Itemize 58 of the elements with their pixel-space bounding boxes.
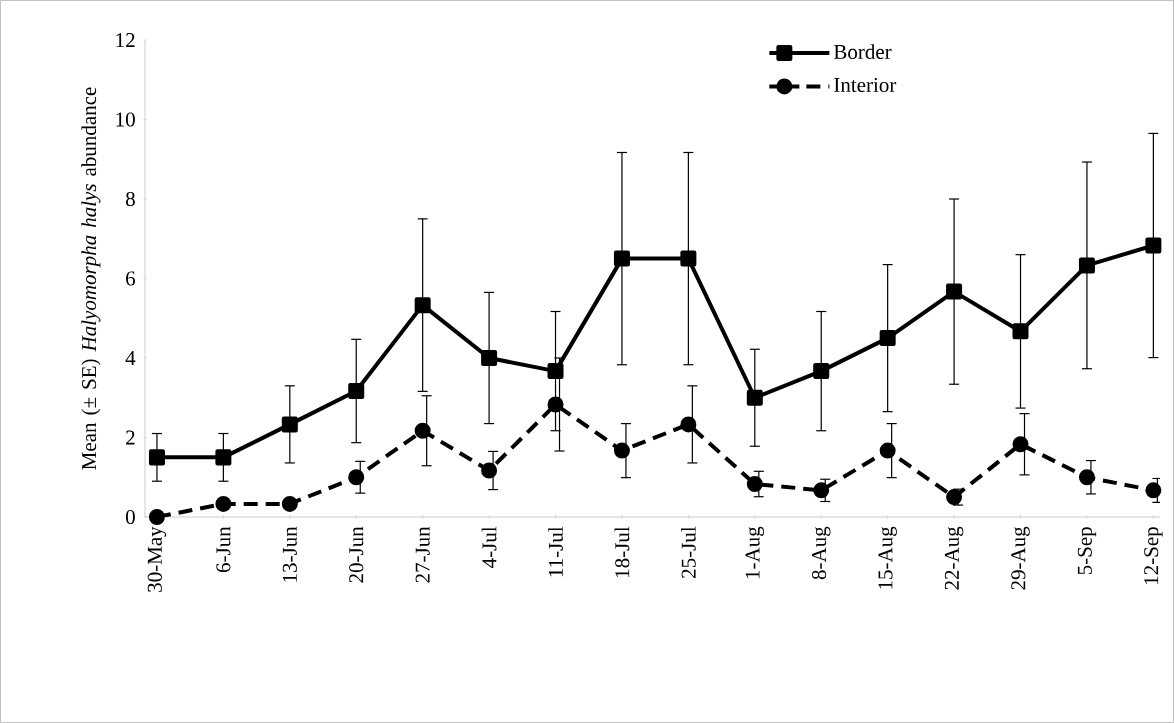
y-axis-title: Mean (± SE) Halyomorpha halys abundance — [81, 87, 101, 470]
x-tick-label: 15-Aug — [878, 526, 897, 589]
y-tick-label: 6 — [126, 271, 136, 286]
point — [215, 495, 232, 512]
x-tick-label: 29-Aug — [1011, 526, 1030, 590]
point — [1145, 482, 1162, 499]
x-tick-label: 27-Jun — [415, 526, 430, 583]
x-tick-label: 25-Jul — [680, 526, 696, 578]
point — [481, 462, 498, 479]
y-tick-label: 12 — [116, 33, 135, 47]
point — [281, 416, 298, 433]
point — [1012, 436, 1029, 453]
x-tick-label: 11-Jul — [548, 526, 563, 577]
y-tick-label: 8 — [125, 191, 135, 207]
x-tick-label: 13-Jun — [282, 526, 297, 582]
point — [148, 509, 165, 525]
point — [281, 495, 298, 512]
point — [481, 350, 498, 366]
point — [879, 442, 896, 459]
x-tick-label: 20-Jun — [349, 526, 364, 583]
point — [746, 389, 763, 406]
point — [215, 449, 232, 466]
point — [1078, 257, 1095, 274]
point — [1078, 469, 1095, 486]
point — [946, 489, 963, 506]
x-tick-label: 18-Jul — [614, 526, 630, 577]
point — [879, 330, 896, 347]
point — [414, 297, 431, 314]
point — [813, 482, 830, 499]
y-tick-label: 10 — [116, 112, 135, 127]
y-tick-label: 4 — [125, 351, 136, 365]
x-tick-label: 30-May — [147, 526, 167, 592]
point — [547, 363, 564, 380]
point — [613, 250, 630, 267]
legend-label: Interior — [834, 77, 897, 93]
point — [414, 422, 431, 439]
x-tick-label: 5-Sep — [1077, 527, 1097, 575]
point — [746, 476, 763, 493]
x-tick-label: 8-Aug — [811, 526, 831, 580]
x-tick-label: 1-Aug — [745, 526, 764, 579]
x-tick-label: 4-Jul — [481, 526, 497, 568]
point — [680, 250, 697, 267]
x-tick-label: 22-Aug — [944, 526, 964, 590]
point — [813, 363, 830, 380]
point — [348, 382, 365, 399]
point — [1012, 323, 1029, 340]
y-tick-label: 2 — [126, 430, 135, 445]
point — [547, 396, 564, 413]
point — [348, 469, 365, 486]
point — [1145, 237, 1162, 254]
x-tick-label: 12-Sep — [1144, 527, 1163, 584]
point — [946, 283, 963, 300]
legend-label: Border — [833, 44, 892, 59]
point — [680, 416, 697, 433]
y-tick-label: 0 — [125, 509, 135, 525]
x-tick-label: 6-Jun — [216, 526, 231, 573]
point — [613, 442, 630, 459]
point — [148, 449, 165, 466]
